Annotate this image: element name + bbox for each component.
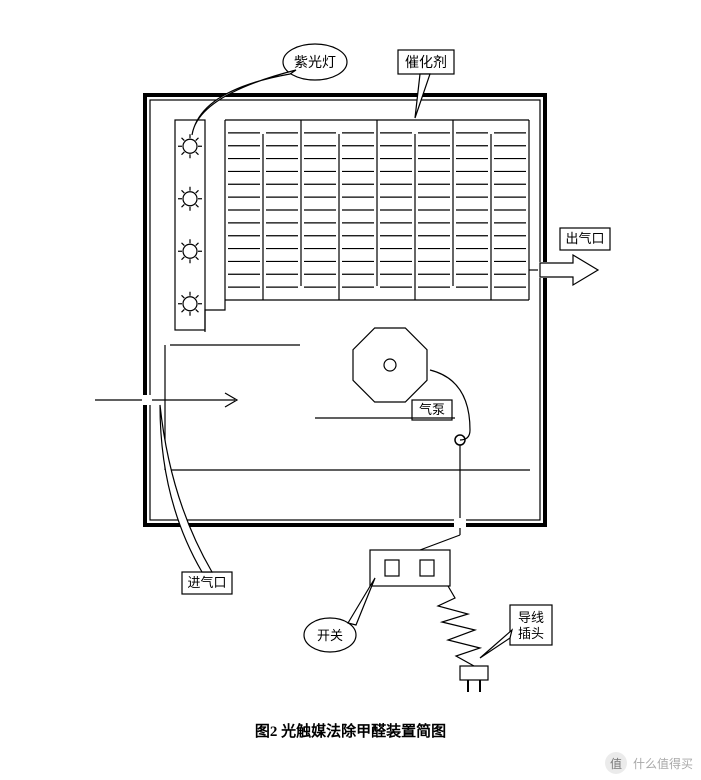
watermark-text: 什么值得买 [633,755,693,772]
callout-outlet: 出气口 [560,228,610,250]
callout-inlet: 进气口 [160,405,232,594]
watermark: 值 什么值得买 [605,752,693,774]
switch-label: 开关 [317,628,343,643]
power-switch [370,550,450,586]
callout-catalyst: 催化剂 [398,50,454,118]
figure-caption: 图2 光触媒法除甲醛装置简图 [0,720,701,741]
air-pump: 气泵 [353,328,452,420]
plug-label-1: 导线 [518,610,544,625]
uv-lamps [178,134,202,316]
diagram-svg: 气泵 [0,0,701,710]
air-outlet-arrow [540,255,598,285]
callout-plug: 导线 插头 [480,605,552,658]
pump-label: 气泵 [419,402,445,417]
catalyst-label: 催化剂 [405,55,447,71]
catalyst-channel [205,120,540,332]
watermark-badge-icon: 值 [605,752,627,774]
outlet-label: 出气口 [565,231,604,246]
inlet-label: 进气口 [187,575,226,590]
uv-lamp-label: 紫光灯 [294,55,336,71]
air-inlet [95,393,237,407]
callout-uv-lamp: 紫光灯 [192,44,347,135]
plug-label-2: 插头 [518,626,544,641]
callout-switch: 开关 [304,578,375,652]
cord-zigzag [438,586,480,666]
power-plug [460,666,488,692]
